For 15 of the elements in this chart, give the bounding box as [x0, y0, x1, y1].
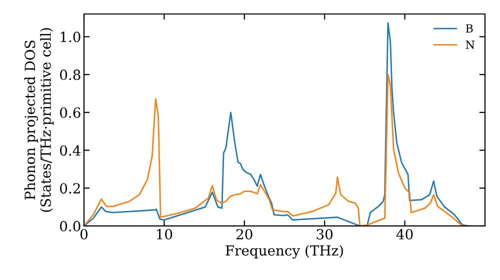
y-axis-title: Phonon projected DOS (States/THz·primitive cell): [24, 28, 54, 212]
x-axis-title: Frequency (THz): [226, 244, 343, 259]
x-tick-label: 10: [157, 228, 172, 240]
y-tick-label: 0.6: [60, 107, 80, 118]
legend-label: B: [466, 24, 473, 32]
legend-label: N: [466, 40, 475, 49]
y-tick-label: 0.2: [60, 183, 80, 194]
y-tick-label: 0.8: [60, 70, 80, 80]
y-tick-label: 0.4: [60, 145, 81, 156]
y-tick-label: 0.0: [60, 220, 80, 232]
x-tick-label: 0: [80, 228, 88, 240]
x-tick-label: 20: [236, 228, 252, 240]
y-tick-label: 1.0: [60, 32, 80, 42]
x-tick-label: 30: [316, 228, 333, 240]
x-tick-label: 40: [396, 228, 413, 240]
